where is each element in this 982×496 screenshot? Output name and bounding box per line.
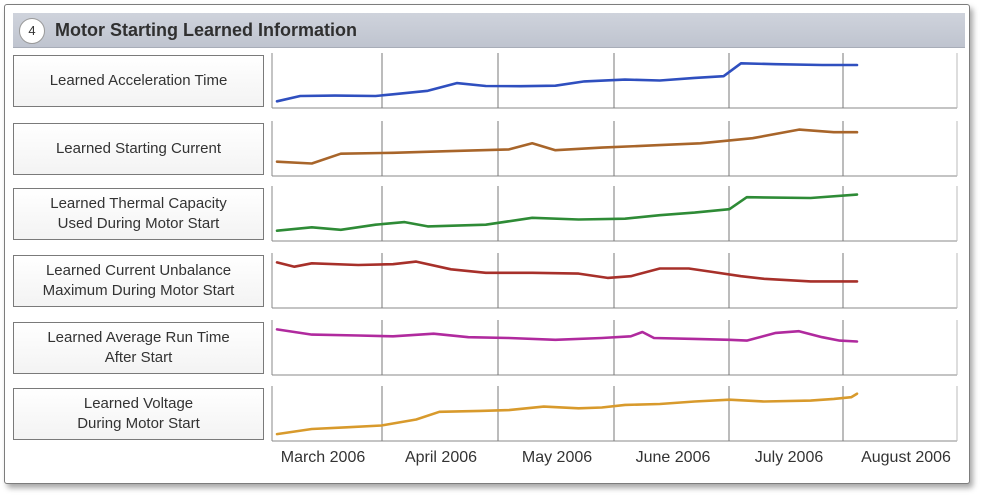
series-name: Learned Average Run Time After Start	[47, 329, 230, 366]
row-label-2: Learned Starting Current	[13, 123, 264, 175]
x-tick-label: May 2006	[521, 449, 593, 466]
series-line-3	[275, 193, 859, 232]
series-line-2	[275, 128, 859, 165]
panel-title: Motor Starting Learned Information	[55, 20, 358, 40]
row-label-6: Learned Voltage During Motor Start	[13, 388, 264, 440]
series-line-5	[275, 328, 859, 343]
x-tick-label: March 2006	[280, 449, 366, 466]
series-name: Learned Thermal Capacity Used During Mot…	[50, 195, 227, 232]
x-tick-label: August 2006	[861, 449, 951, 466]
series-name: Learned Acceleration Time	[49, 72, 228, 89]
x-tick-label: July 2006	[754, 449, 824, 466]
row-label-1: Learned Acceleration Time	[13, 55, 264, 107]
x-tick-label: April 2006	[404, 449, 478, 466]
row-label-5: Learned Average Run Time After Start	[13, 322, 264, 374]
series-name: Learned Starting Current	[55, 140, 222, 157]
series-line-6	[275, 392, 859, 436]
series-line-1	[275, 61, 859, 103]
series-line-4	[275, 260, 859, 283]
series-name: Learned Current Unbalance Maximum During…	[42, 262, 235, 299]
row-label-3: Learned Thermal Capacity Used During Mot…	[13, 188, 264, 240]
x-tick-label: June 2006	[635, 449, 711, 466]
row-label-4: Learned Current Unbalance Maximum During…	[13, 255, 264, 307]
panel-header: 4 Motor Starting Learned Information	[13, 13, 965, 48]
series-name: Learned Voltage During Motor Start	[77, 395, 200, 432]
section-number-badge: 4	[19, 18, 45, 44]
